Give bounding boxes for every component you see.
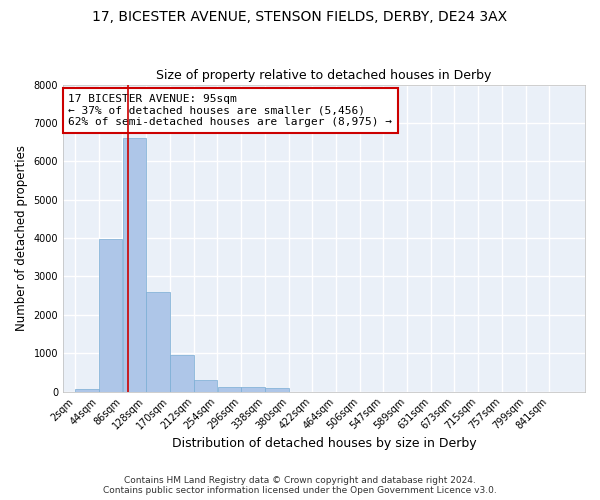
Bar: [99, 239, 122, 392]
Bar: [265, 388, 289, 392]
Text: 17, BICESTER AVENUE, STENSON FIELDS, DERBY, DE24 3AX: 17, BICESTER AVENUE, STENSON FIELDS, DER…: [92, 10, 508, 24]
Bar: [122, 138, 146, 392]
X-axis label: Distribution of detached houses by size in Derby: Distribution of detached houses by size …: [172, 437, 476, 450]
Text: 17 BICESTER AVENUE: 95sqm
← 37% of detached houses are smaller (5,456)
62% of se: 17 BICESTER AVENUE: 95sqm ← 37% of detac…: [68, 94, 392, 127]
Bar: [146, 292, 170, 392]
Bar: [170, 354, 194, 392]
Y-axis label: Number of detached properties: Number of detached properties: [15, 145, 28, 331]
Bar: [194, 380, 217, 392]
Bar: [218, 386, 241, 392]
Bar: [241, 386, 265, 392]
Text: Contains HM Land Registry data © Crown copyright and database right 2024.
Contai: Contains HM Land Registry data © Crown c…: [103, 476, 497, 495]
Bar: [75, 388, 98, 392]
Title: Size of property relative to detached houses in Derby: Size of property relative to detached ho…: [157, 69, 492, 82]
